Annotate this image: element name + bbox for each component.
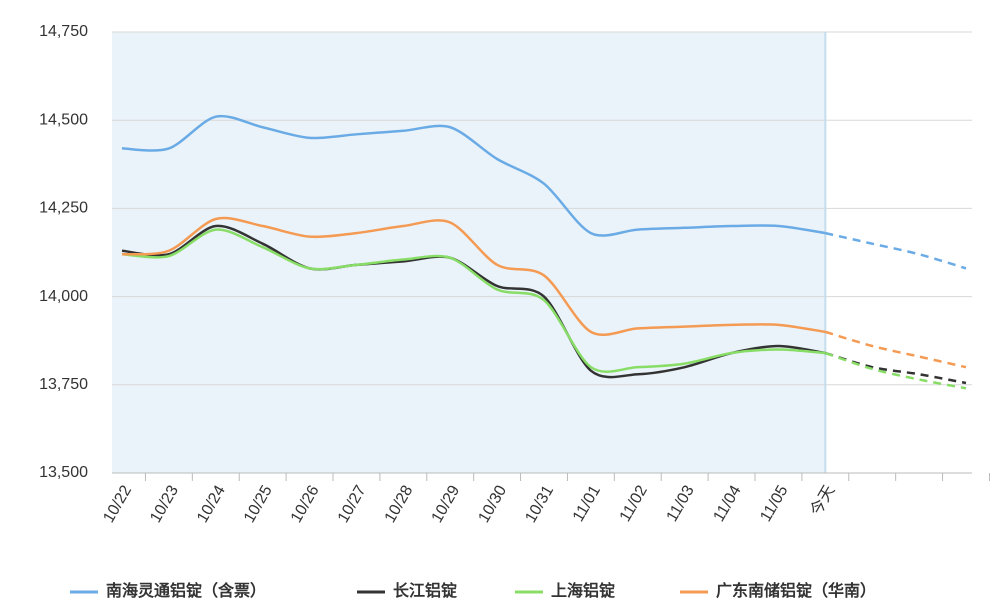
x-tick-label: 11/05 <box>757 483 791 525</box>
x-tick-label: 10/31 <box>522 483 557 526</box>
forecast-line <box>824 351 967 390</box>
x-tick-label: 10/29 <box>429 483 464 526</box>
legend-label: 长江铝锭 <box>393 581 457 600</box>
x-tick-label: 10/24 <box>194 483 229 526</box>
y-tick-label: 14,750 <box>39 23 88 40</box>
x-tick-label: 10/28 <box>382 483 417 526</box>
series-line <box>121 228 826 373</box>
x-tick-label: 10/23 <box>147 483 182 526</box>
x-tick-label: 10/26 <box>288 483 323 526</box>
forecast-line <box>824 351 967 385</box>
forecast-line <box>824 330 967 369</box>
x-tick-label: 今天 <box>807 482 839 519</box>
y-tick-label: 14,500 <box>39 111 88 128</box>
y-tick-label: 13,500 <box>39 464 88 481</box>
legend-label: 上海铝锭 <box>551 581 615 600</box>
history-area <box>112 32 826 473</box>
x-tick-label: 11/03 <box>664 483 698 525</box>
y-tick-label: 14,000 <box>39 288 88 305</box>
x-tick-label: 11/02 <box>617 483 651 525</box>
y-tick-label: 13,750 <box>39 376 88 393</box>
x-tick-label: 11/04 <box>711 483 745 525</box>
series-line <box>121 114 826 237</box>
x-tick-label: 10/30 <box>475 483 510 526</box>
series-line <box>121 216 826 337</box>
series-line <box>121 224 826 379</box>
x-tick-label: 11/01 <box>570 483 604 525</box>
y-tick-label: 14,250 <box>39 200 88 217</box>
forecast-line <box>825 231 967 270</box>
legend-label: 广东南储铝锭（华南） <box>716 581 876 600</box>
x-tick-label: 10/25 <box>241 483 276 526</box>
x-tick-label: 10/22 <box>100 483 135 526</box>
x-tick-label: 10/27 <box>335 483 370 526</box>
legend-label: 南海灵通铝锭（含票） <box>106 581 266 600</box>
